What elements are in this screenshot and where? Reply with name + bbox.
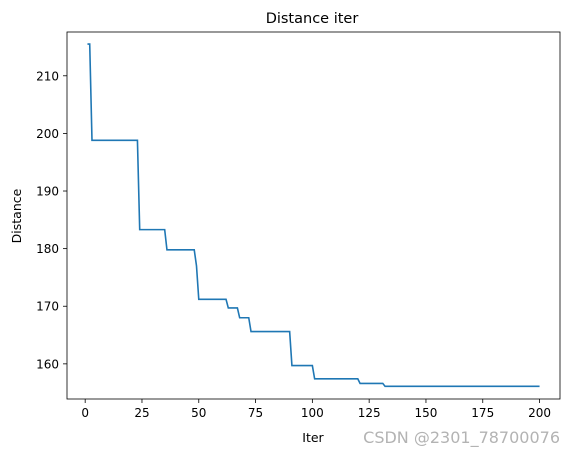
y-tick-label: 160 xyxy=(36,357,59,371)
x-tick-label: 75 xyxy=(248,406,263,420)
y-tick-label: 180 xyxy=(36,242,59,256)
x-tick-label: 100 xyxy=(301,406,324,420)
y-axis-title: Distance xyxy=(9,188,24,243)
y-tick-label: 210 xyxy=(36,69,59,83)
x-tick-label: 200 xyxy=(528,406,551,420)
y-axis: 160 170 180 190 200 210 xyxy=(36,69,67,371)
x-tick-label: 25 xyxy=(134,406,149,420)
y-tick-label: 170 xyxy=(36,300,59,314)
x-tick-label: 0 xyxy=(81,406,89,420)
x-axis: 0 25 50 75 100 125 150 175 200 xyxy=(81,399,551,420)
y-tick-label: 200 xyxy=(36,127,59,141)
series-line xyxy=(87,43,540,388)
chart-title: Distance iter xyxy=(266,11,359,27)
watermark: CSDN @2301_78700076 xyxy=(363,428,560,448)
y-tick-label: 190 xyxy=(36,185,59,199)
plot-area: 0 25 50 75 100 125 150 175 200 160 170 180 190 200 21… xyxy=(36,31,561,420)
x-tick-label: 175 xyxy=(471,406,494,420)
plot-frame xyxy=(66,31,561,400)
x-tick-label: 150 xyxy=(415,406,438,420)
x-axis-title: Iter xyxy=(302,430,324,445)
x-tick-label: 50 xyxy=(191,406,206,420)
x-tick-label: 125 xyxy=(358,406,381,420)
